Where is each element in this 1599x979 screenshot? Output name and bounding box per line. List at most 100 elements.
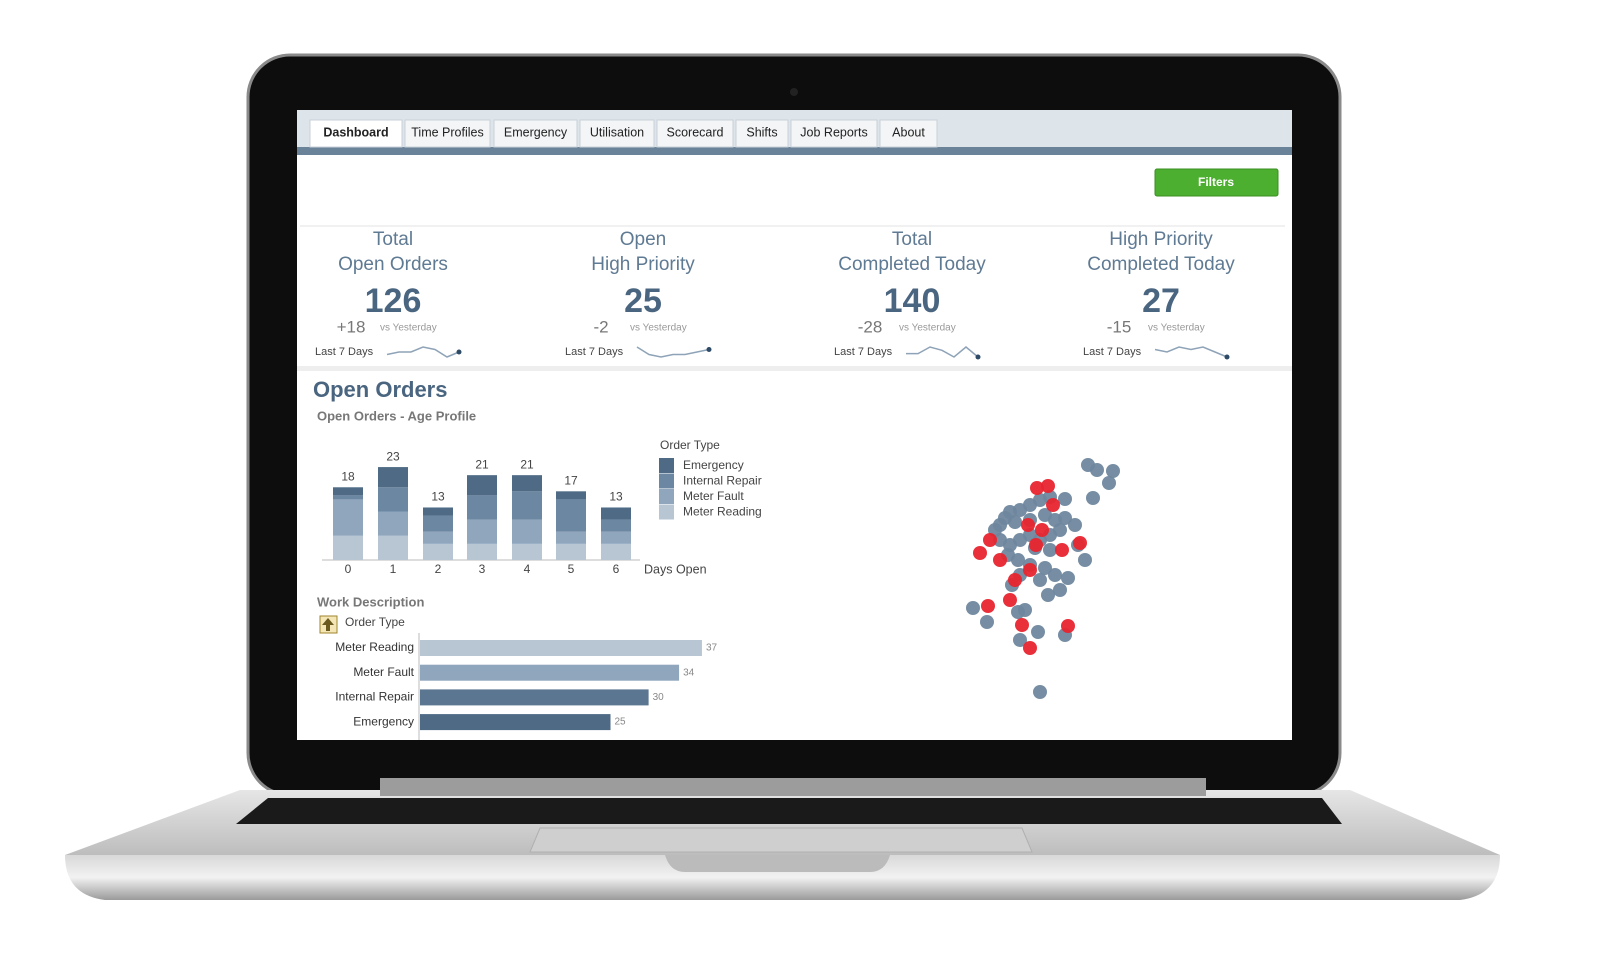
tab[interactable]: [404, 119, 491, 148]
camera: [790, 88, 798, 96]
tab-label[interactable]: Shifts: [746, 125, 777, 139]
kpi-title: Open: [620, 229, 666, 250]
bar-segment: [556, 543, 586, 560]
bar-segment: [333, 499, 363, 536]
screen: [297, 110, 1292, 740]
bar: [420, 640, 702, 656]
y-tick-label: Internal Repair: [335, 690, 414, 704]
bar-segment: [423, 543, 453, 560]
map-point: [1061, 571, 1075, 585]
kpi-trend-label: Last 7 Days: [834, 346, 893, 358]
kpi-value: 25: [624, 282, 662, 320]
bar-segment: [512, 491, 542, 520]
bar-segment: [467, 475, 497, 496]
bar-segment: [423, 531, 453, 544]
bar-segment: [423, 507, 453, 516]
tab[interactable]: [493, 119, 578, 148]
keyboard: [236, 798, 1342, 824]
notch: [665, 855, 890, 872]
map-point: [1078, 553, 1092, 567]
map-point: [1011, 553, 1025, 567]
legend-title: Order Type: [660, 438, 720, 452]
x-tick-label: 0: [345, 562, 352, 576]
map-point: [1021, 518, 1035, 532]
total-label: 23: [386, 449, 400, 463]
x-axis-label: Days Open: [644, 562, 707, 576]
value-label: 30: [653, 692, 665, 703]
value-label: 34: [683, 667, 695, 678]
tab[interactable]: [309, 119, 403, 148]
y-tick-label: Meter Fault: [353, 665, 414, 679]
chart-title: Open Orders - Age Profile: [317, 408, 476, 423]
filters-label[interactable]: Filters: [1198, 175, 1234, 189]
sparkline: [1154, 346, 1228, 358]
map-point: [1068, 518, 1082, 532]
bar-segment: [601, 519, 631, 532]
tab[interactable]: [790, 119, 878, 148]
tab[interactable]: [879, 119, 938, 148]
map-point: [1086, 491, 1100, 505]
trackpad: [529, 827, 1033, 853]
bar: [420, 664, 680, 681]
x-tick-label: 5: [568, 562, 575, 576]
map-point: [1033, 573, 1047, 587]
total-label: 17: [564, 473, 578, 487]
map-point: [983, 533, 997, 547]
map-point: [993, 518, 1007, 532]
dashboard: Dashboard Time Profiles Emergency Utilisati…: [297, 110, 1292, 740]
map-point: [1046, 498, 1060, 512]
filters-button[interactable]: [1154, 168, 1279, 197]
map-point: [1029, 538, 1043, 552]
bar-segment: [467, 543, 497, 560]
section-title: Open Orders: [313, 377, 447, 402]
bar-segment: [333, 535, 363, 560]
sparkline-end: [706, 347, 712, 352]
map-point: [966, 601, 980, 615]
tab[interactable]: [579, 119, 655, 148]
bar: [420, 714, 611, 731]
map-point: [1106, 464, 1120, 478]
bar-segment: [512, 475, 542, 492]
legend-swatch: [659, 504, 674, 520]
bar-segment: [467, 519, 497, 544]
legend-label: Emergency: [683, 458, 744, 472]
y-tick-label: Meter Reading: [335, 640, 414, 654]
tab-label[interactable]: Dashboard: [323, 125, 388, 139]
sparkline: [636, 346, 710, 358]
value-label: 37: [706, 643, 718, 654]
kpi-value: 126: [365, 282, 422, 320]
tab-label[interactable]: Time Profiles: [411, 125, 483, 139]
legend-label: Internal Repair: [683, 474, 762, 488]
map-point: [1102, 476, 1116, 490]
bar-segment: [512, 519, 542, 544]
legend-swatch: [659, 489, 674, 504]
bar-segment: [378, 535, 408, 560]
tab-label[interactable]: Job Reports: [800, 125, 867, 139]
map-point: [973, 546, 987, 560]
kpi-title: Completed Today: [838, 254, 986, 275]
kpi-title: High Priority: [591, 254, 695, 275]
bar-segment: [556, 499, 586, 532]
legend-swatch: [659, 458, 674, 473]
bar-segment: [601, 507, 631, 520]
kpi-change-label: vs Yesterday: [630, 323, 687, 334]
tab-label[interactable]: About: [892, 125, 925, 139]
map-point: [1090, 463, 1104, 477]
map-point: [1035, 523, 1049, 537]
kpi-trend-label: Last 7 Days: [1083, 346, 1142, 358]
total-label: 13: [609, 490, 623, 504]
tab-label[interactable]: Emergency: [504, 125, 568, 139]
map-point: [1061, 619, 1075, 633]
tab[interactable]: [735, 119, 789, 148]
total-label: 21: [475, 457, 489, 471]
map-point: [980, 615, 994, 629]
tab[interactable]: [656, 119, 734, 148]
total-label: 18: [341, 469, 355, 483]
kpi-change-label: vs Yesterday: [380, 323, 437, 334]
y-tick-label: Emergency: [353, 714, 414, 728]
bar-segment: [333, 487, 363, 496]
map-point: [1008, 573, 1022, 587]
kpi-change-label: vs Yesterday: [899, 323, 956, 334]
tab-label[interactable]: Utilisation: [590, 125, 644, 139]
tab-label[interactable]: Scorecard: [667, 125, 724, 139]
